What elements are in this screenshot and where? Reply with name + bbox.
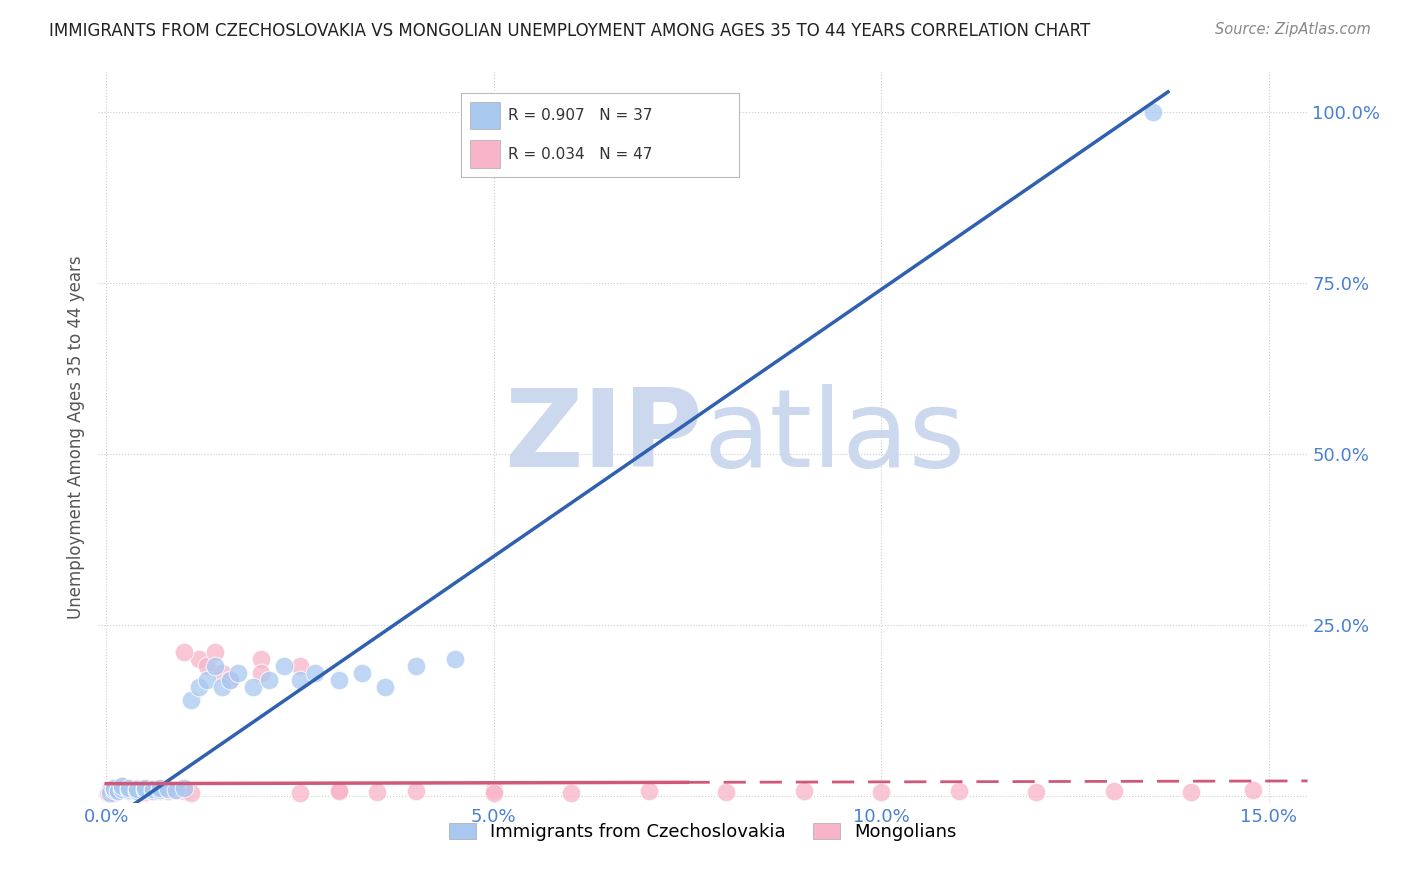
Point bbox=[1025, 785, 1047, 799]
Point bbox=[250, 665, 273, 680]
Point bbox=[716, 785, 738, 799]
Point bbox=[111, 779, 134, 793]
Point bbox=[149, 784, 172, 798]
Point bbox=[793, 784, 815, 798]
Legend: Immigrants from Czechoslovakia, Mongolians: Immigrants from Czechoslovakia, Mongolia… bbox=[441, 816, 965, 848]
Point bbox=[273, 659, 295, 673]
Point bbox=[127, 784, 149, 798]
Point bbox=[405, 659, 427, 673]
Point bbox=[134, 782, 156, 797]
Point bbox=[103, 786, 125, 800]
Point bbox=[288, 786, 311, 800]
Point bbox=[288, 659, 311, 673]
Point bbox=[111, 783, 134, 797]
Point bbox=[98, 786, 121, 800]
Point bbox=[165, 783, 187, 797]
Point bbox=[127, 780, 149, 795]
Point bbox=[127, 782, 149, 797]
Point bbox=[173, 780, 195, 795]
Point bbox=[188, 652, 211, 666]
Point bbox=[118, 783, 141, 797]
Point bbox=[118, 782, 141, 797]
Point bbox=[107, 784, 129, 798]
Point bbox=[118, 780, 141, 795]
Point bbox=[180, 786, 202, 800]
Point bbox=[204, 645, 226, 659]
Point bbox=[107, 784, 129, 798]
Point bbox=[1142, 105, 1164, 120]
Point bbox=[149, 780, 172, 795]
Point bbox=[165, 783, 187, 797]
Point bbox=[118, 784, 141, 798]
Point bbox=[211, 665, 233, 680]
Point bbox=[870, 785, 893, 799]
Point bbox=[157, 784, 180, 798]
Point bbox=[149, 782, 172, 797]
Point bbox=[1180, 785, 1202, 799]
Point bbox=[142, 782, 165, 797]
Point bbox=[127, 784, 149, 798]
Point bbox=[366, 785, 388, 799]
Point bbox=[173, 645, 195, 659]
Point bbox=[142, 782, 165, 797]
Point bbox=[142, 784, 165, 798]
Point bbox=[304, 665, 326, 680]
Point bbox=[350, 665, 373, 680]
Point bbox=[142, 784, 165, 798]
Point bbox=[1102, 784, 1125, 798]
Point bbox=[219, 673, 242, 687]
Point bbox=[134, 780, 156, 795]
Point bbox=[111, 782, 134, 797]
Point bbox=[103, 780, 125, 795]
Point bbox=[405, 784, 427, 798]
Point bbox=[250, 652, 273, 666]
Point bbox=[560, 786, 582, 800]
Point bbox=[226, 665, 249, 680]
Point bbox=[482, 783, 505, 797]
Point bbox=[195, 673, 218, 687]
Point bbox=[288, 673, 311, 687]
Point bbox=[204, 659, 226, 673]
Point bbox=[1241, 783, 1264, 797]
Point bbox=[149, 783, 172, 797]
Point bbox=[134, 783, 156, 797]
Point bbox=[98, 783, 121, 797]
Text: atlas: atlas bbox=[703, 384, 965, 490]
Point bbox=[637, 784, 659, 798]
Point bbox=[211, 680, 233, 694]
Point bbox=[111, 779, 134, 793]
Text: Source: ZipAtlas.com: Source: ZipAtlas.com bbox=[1215, 22, 1371, 37]
Point bbox=[173, 784, 195, 798]
Point bbox=[103, 782, 125, 797]
Point bbox=[180, 693, 202, 707]
Point bbox=[257, 673, 280, 687]
Point bbox=[97, 786, 120, 800]
Text: ZIP: ZIP bbox=[505, 384, 703, 490]
Point bbox=[134, 785, 156, 799]
Point bbox=[328, 784, 350, 798]
Point bbox=[157, 782, 180, 797]
Point bbox=[219, 673, 242, 687]
Text: IMMIGRANTS FROM CZECHOSLOVAKIA VS MONGOLIAN UNEMPLOYMENT AMONG AGES 35 TO 44 YEA: IMMIGRANTS FROM CZECHOSLOVAKIA VS MONGOL… bbox=[49, 22, 1091, 40]
Point bbox=[328, 783, 350, 797]
Point bbox=[328, 673, 350, 687]
Point bbox=[103, 783, 125, 797]
Point bbox=[444, 652, 467, 666]
Point bbox=[195, 659, 218, 673]
Y-axis label: Unemployment Among Ages 35 to 44 years: Unemployment Among Ages 35 to 44 years bbox=[66, 255, 84, 619]
Point bbox=[374, 680, 396, 694]
Point bbox=[188, 680, 211, 694]
Point bbox=[482, 786, 505, 800]
Point bbox=[242, 680, 264, 694]
Point bbox=[948, 784, 970, 798]
